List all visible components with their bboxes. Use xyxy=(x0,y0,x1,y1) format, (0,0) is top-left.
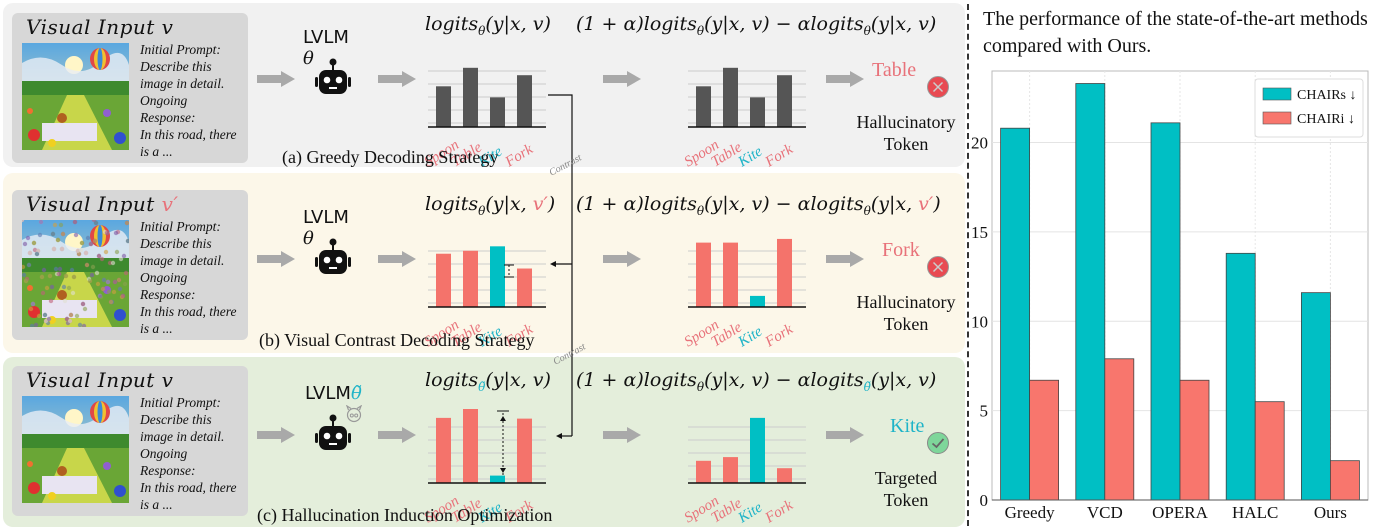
right-arrow-icon xyxy=(603,71,641,87)
visual-input-box: Visual Input v Initial Prompt: Describe t… xyxy=(12,13,248,163)
logits-formula: logitsθ(y|x, v) xyxy=(425,13,551,38)
right-arrow-icon xyxy=(257,251,295,267)
right-arrow-icon xyxy=(378,427,416,443)
svg-text:OPERA: OPERA xyxy=(1152,503,1208,522)
row-caption: (b) Visual Contrast Decoding Strategy xyxy=(259,330,535,350)
output-token: Kite xyxy=(890,415,925,437)
right-arrow-icon xyxy=(826,71,864,87)
svg-text:CHAIRs ↓: CHAIRs ↓ xyxy=(1297,88,1357,103)
token-status-icon xyxy=(926,431,950,460)
token-status-icon xyxy=(926,255,950,284)
token-status-label: Hallucinatory Token xyxy=(856,112,956,154)
svg-text:0: 0 xyxy=(980,491,989,510)
svg-text:20: 20 xyxy=(971,134,988,153)
logits-formula: logitsθ(y|x, v′) xyxy=(425,193,556,218)
right-arrow-icon xyxy=(257,427,295,443)
check-circle-icon xyxy=(927,432,949,454)
svg-text:10: 10 xyxy=(971,312,988,331)
contrastive-formula: (1 + α)logitsθ(y|x, v) − αlogitsθ(y|x, v… xyxy=(576,193,941,218)
x-circle-icon xyxy=(927,76,949,98)
svg-text:Ours: Ours xyxy=(1314,503,1347,522)
devil-face-icon xyxy=(345,405,363,423)
x-circle-icon xyxy=(927,256,949,278)
scene-image xyxy=(22,396,129,503)
svg-text:5: 5 xyxy=(980,402,989,421)
section-divider xyxy=(967,4,969,526)
token-status-icon xyxy=(926,75,950,104)
prompt-text: Initial Prompt: Describe this image in det… xyxy=(140,219,237,336)
row-caption: (c) Hallucination Induction Optimization xyxy=(257,505,553,525)
scene-image xyxy=(22,43,129,150)
output-token: Table xyxy=(872,59,917,81)
right-arrow-icon xyxy=(603,251,641,267)
contrastive-formula: (1 + α)logitsθ(y|x, v) − αlogitsθ(y|x, v… xyxy=(576,13,937,38)
right-arrow-icon xyxy=(378,251,416,267)
svg-text:Greedy: Greedy xyxy=(1005,503,1056,522)
right-arrow-icon xyxy=(603,427,641,443)
lvlm-label: LVLMθ̃ xyxy=(305,383,362,404)
lvlm-label: LVLM θ xyxy=(303,207,349,249)
svg-text:CHAIRi ↓: CHAIRi ↓ xyxy=(1297,112,1355,127)
prompt-text: Initial Prompt: Describe this image in det… xyxy=(140,395,237,512)
bar-chart: 0 5 10 15 20 Greedy VCD OPERA HALC Ours CHAIRs ↓ CH… xyxy=(971,70,1369,522)
visual-input-box: Visual Input v′ Initial Prompt: Describe … xyxy=(12,190,248,340)
right-arrow-icon xyxy=(378,71,416,87)
svg-text:VCD: VCD xyxy=(1087,503,1123,522)
logits-formula: logitsθ̃(y|x, v) xyxy=(425,369,551,394)
contrastive-formula: (1 + α)logitsθ(y|x, v) − αlogitsθ̃(y|x, … xyxy=(576,369,937,394)
prompt-text: Initial Prompt: Describe this image in det… xyxy=(140,42,237,159)
svg-text:15: 15 xyxy=(971,223,988,242)
svg-text:HALC: HALC xyxy=(1232,503,1278,522)
robot-icon xyxy=(315,58,351,94)
right-arrow-icon xyxy=(826,427,864,443)
robot-icon xyxy=(315,238,351,274)
lvlm-label: LVLM θ xyxy=(303,27,349,69)
noisy-scene-image xyxy=(22,220,129,327)
row-caption: (a) Greedy Decoding Strategy xyxy=(282,147,499,167)
visual-input-title: Visual Input v′ xyxy=(26,192,179,216)
chart-title: The performance of the state-of-the-art … xyxy=(983,8,1368,57)
visual-input-title: Visual Input v xyxy=(26,368,174,392)
token-status-label: Targeted Token xyxy=(874,468,938,510)
token-status-label: Hallucinatory Token xyxy=(856,292,956,334)
output-token: Fork xyxy=(882,239,920,261)
right-arrow-icon xyxy=(257,71,295,87)
visual-input-title: Visual Input v xyxy=(26,15,174,39)
robot-icon xyxy=(315,414,351,450)
visual-input-box: Visual Input v Initial Prompt: Describe t… xyxy=(12,366,248,516)
right-arrow-icon xyxy=(826,251,864,267)
contrast-connector xyxy=(548,94,573,439)
